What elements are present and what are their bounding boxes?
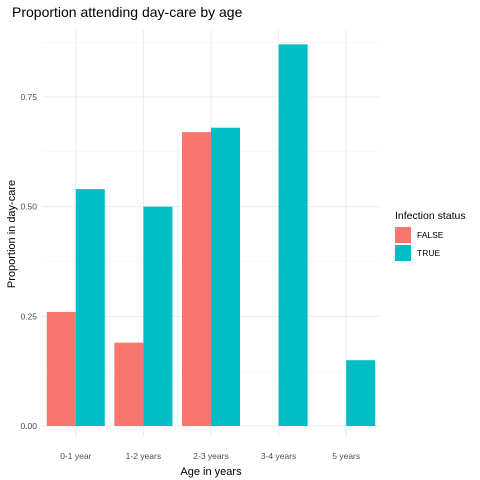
bar-false-3 <box>182 132 211 427</box>
legend-title: Infection status <box>395 210 466 222</box>
y-tick-label: 0.00 <box>20 421 37 431</box>
legend-label-false: FALSE <box>417 230 444 240</box>
x-tick-label: 1-2 years <box>126 451 161 461</box>
y-axis-ticks: 0.00 0.25 0.50 0.75 <box>20 92 37 431</box>
legend-key-false <box>395 227 411 243</box>
legend-label-true: TRUE <box>417 248 440 258</box>
x-axis-ticks: 0-1 year 1-2 years 2-3 years 3-4 years 5 yea… <box>60 451 360 461</box>
legend-key-true <box>395 245 411 261</box>
y-tick-label: 0.75 <box>20 92 37 102</box>
x-tick-label: 2-3 years <box>193 451 228 461</box>
bar-false-1 <box>46 311 76 426</box>
bar-true-2 <box>143 206 173 426</box>
x-tick-label: 3-4 years <box>261 451 296 461</box>
bar-false-2 <box>114 342 144 426</box>
bar-true-3 <box>211 127 240 426</box>
x-tick-label: 0-1 year <box>60 451 91 461</box>
legend: Infection status FALSE TRUE <box>395 210 466 261</box>
y-axis-title: Proportion in day-care <box>6 180 18 288</box>
x-tick-label: 5 years <box>332 451 360 461</box>
bar-true-5 <box>346 360 376 426</box>
y-tick-label: 0.50 <box>20 202 37 212</box>
bar-true-4 <box>278 44 308 427</box>
chart-title: Proportion attending day-care by age <box>12 4 243 20</box>
y-tick-label: 0.25 <box>20 311 37 321</box>
x-axis-title: Age in years <box>180 466 242 478</box>
bar-true-1 <box>75 189 105 426</box>
bars <box>46 44 376 427</box>
